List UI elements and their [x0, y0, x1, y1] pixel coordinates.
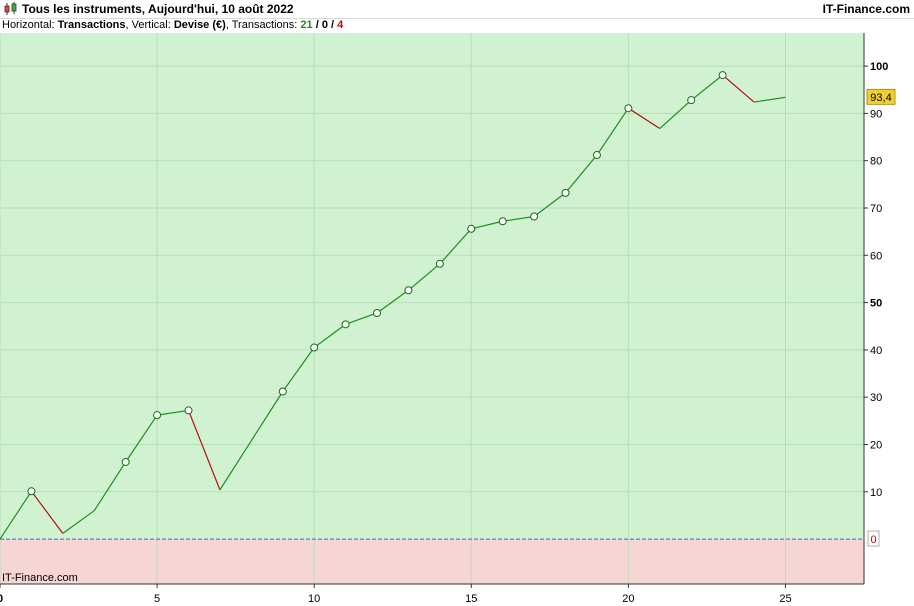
equity-point: [278, 387, 287, 396]
zero-badge: [867, 530, 880, 547]
info-bar: Horizontal: Transactions, Vertical: Devi…: [2, 19, 344, 31]
zero-label: 0: [870, 534, 876, 546]
equity-segment: [282, 347, 315, 392]
equity-segment: [219, 440, 252, 491]
equity-point: [27, 487, 36, 496]
horizontal-value: Transactions: [57, 19, 126, 31]
equity-point: [687, 96, 696, 105]
y-tick-label: 10: [870, 487, 882, 499]
equity-point: [498, 217, 507, 226]
neutral-count: 0: [321, 19, 328, 31]
x-tick-label: 10: [308, 593, 320, 605]
equity-segment: [125, 414, 158, 463]
equity-point: [530, 212, 539, 221]
equity-segment: [659, 99, 692, 129]
loss-zone: [0, 539, 864, 584]
window-title: Tous les instruments, Aujourd'hui, 10 ao…: [22, 2, 294, 16]
watermark: IT-Finance.com: [2, 572, 78, 584]
equity-segment: [157, 409, 189, 416]
y-tick-label: 60: [870, 250, 882, 262]
equity-segment: [376, 289, 409, 314]
equity-segment: [753, 96, 786, 103]
transactions-label: Transactions:: [231, 19, 298, 31]
equity-segment: [628, 107, 661, 130]
brand-label: IT-Finance.com: [822, 2, 910, 16]
equity-point: [153, 411, 162, 420]
last-value-label: 93,4: [870, 92, 891, 104]
y-tick-label: 70: [870, 203, 882, 215]
equity-segment: [439, 228, 472, 265]
candlestick-icon: [4, 2, 17, 15]
horizontal-label: Horizontal:: [2, 19, 55, 31]
y-tick-label: 80: [870, 156, 882, 168]
losing-count: 4: [337, 19, 344, 31]
equity-segment: [408, 263, 441, 291]
equity-segment: [565, 154, 598, 194]
winning-count: 21: [300, 19, 313, 31]
equity-point: [624, 104, 633, 113]
y-tick-label: 90: [870, 108, 882, 120]
equity-point: [310, 343, 319, 352]
count-separator-2: /: [331, 19, 335, 31]
x-tick-label: 25: [779, 593, 791, 605]
vertical-value: Devise (€): [173, 19, 226, 31]
equity-segment: [533, 192, 566, 217]
equity-segment: [62, 510, 95, 534]
equity-segment: [250, 391, 284, 442]
equity-segment: [313, 323, 346, 349]
x-tick-label: 0: [0, 593, 3, 605]
equity-point: [592, 151, 601, 160]
equity-segment: [93, 461, 127, 512]
equity-segment: [345, 312, 378, 325]
y-tick-label: 20: [870, 439, 882, 451]
equity-segment: [690, 74, 723, 101]
equity-point: [404, 286, 413, 295]
y-tick-label: 30: [870, 392, 882, 404]
equity-segment: [30, 490, 64, 534]
equity-segment: [502, 215, 535, 222]
equity-point: [561, 188, 570, 197]
equity-segment: [187, 410, 221, 491]
last-value-badge: [866, 88, 896, 105]
y-tick-label: 50: [870, 298, 882, 310]
equity-segment: [471, 220, 503, 230]
equity-point: [718, 71, 727, 80]
equity-point: [467, 224, 476, 233]
equity-segment: [0, 490, 32, 540]
y-tick-label: 100: [870, 61, 888, 73]
equity-segment: [722, 74, 755, 103]
y-tick-label: 40: [870, 345, 882, 357]
equity-segment: [596, 107, 629, 156]
x-tick-label: 5: [154, 593, 160, 605]
count-separator-1: /: [315, 19, 319, 31]
vertical-label: Vertical:: [131, 19, 171, 31]
equity-point: [435, 259, 444, 268]
x-tick-label: 15: [465, 593, 477, 605]
equity-point: [121, 457, 130, 466]
equity-point: [341, 320, 350, 329]
equity-point: [373, 308, 382, 317]
title-bar: Tous les instruments, Aujourd'hui, 10 ao…: [0, 0, 914, 19]
x-tick-label: 20: [622, 593, 634, 605]
profit-zone: [0, 33, 864, 540]
equity-point: [184, 406, 193, 415]
